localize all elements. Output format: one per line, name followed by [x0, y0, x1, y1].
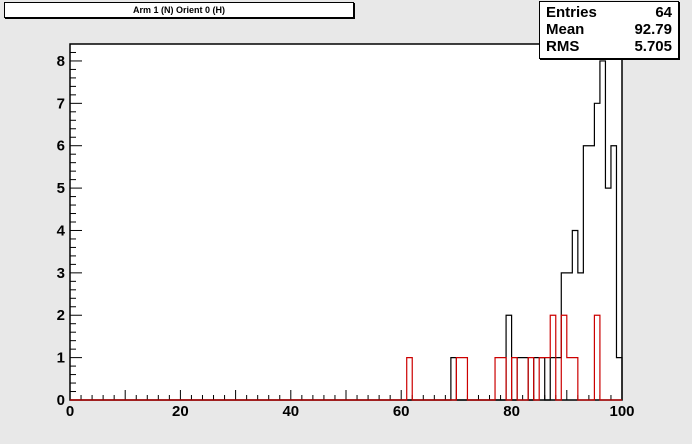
- y-tick-label: 1: [57, 350, 65, 367]
- histogram-bin: [561, 315, 567, 400]
- histogram-bin: [545, 358, 551, 400]
- stat-entries-label: Entries: [546, 4, 597, 21]
- stat-entries: Entries 64: [546, 4, 672, 22]
- histogram-bin: [523, 358, 529, 400]
- stat-rms: RMS 5.705: [546, 38, 672, 56]
- y-tick-label: 7: [57, 95, 65, 112]
- x-tick-label: 80: [503, 403, 520, 420]
- histogram-bin: [572, 358, 578, 400]
- histogram-bin: [583, 146, 589, 400]
- histogram-bin: [495, 358, 501, 400]
- y-tick-label: 0: [57, 392, 65, 409]
- histogram-bin: [512, 358, 518, 400]
- histogram-series-1: [70, 314, 622, 401]
- histogram-bin: [578, 273, 584, 400]
- stat-mean-value: 92.79: [634, 21, 672, 38]
- stat-rms-value: 5.705: [634, 38, 672, 55]
- stat-entries-value: 64: [655, 4, 672, 21]
- x-tick-label: 40: [282, 403, 299, 420]
- histogram-bin: [589, 146, 595, 400]
- histogram-bin: [567, 358, 573, 400]
- x-tick-label: 0: [66, 403, 74, 420]
- x-tick-label: 20: [172, 403, 189, 420]
- stat-rms-label: RMS: [546, 38, 580, 55]
- histogram-bin: [528, 358, 534, 400]
- histogram-bin: [539, 358, 545, 400]
- histogram-bin: [462, 358, 468, 400]
- y-tick-label: 4: [57, 222, 66, 239]
- stats-box: Entries 64 Mean 92.79 RMS 5.705: [539, 1, 679, 59]
- histogram-title: Arm 1 (N) Orient 0 (H): [4, 2, 354, 18]
- histogram-outline: [70, 314, 622, 401]
- histogram-bin: [600, 61, 606, 400]
- histogram-bin: [501, 358, 507, 400]
- histogram-bin: [611, 146, 617, 400]
- x-tick-label: 100: [609, 403, 634, 420]
- histogram-bin: [594, 315, 600, 400]
- histogram-bin: [616, 358, 622, 400]
- y-tick-label: 2: [57, 307, 65, 324]
- x-tick-label: 60: [393, 403, 410, 420]
- histogram-bin: [534, 358, 540, 400]
- histogram-series: [70, 60, 623, 401]
- stat-mean-label: Mean: [546, 21, 585, 38]
- y-tick-label: 3: [57, 265, 65, 282]
- y-tick-label: 6: [57, 138, 65, 155]
- tick-labels: 0 20 40 60 80 100 0 1 2 3 4 5 6 7 8: [57, 53, 635, 420]
- histogram-bin: [407, 358, 413, 400]
- y-tick-label: 8: [57, 53, 65, 70]
- histogram-bin: [556, 358, 562, 400]
- stat-mean: Mean 92.79: [546, 21, 672, 39]
- histogram-bin: [517, 358, 523, 400]
- y-tick-label: 5: [57, 180, 65, 197]
- histogram-bin: [451, 358, 457, 400]
- plot-frame: [69, 43, 623, 401]
- histogram-bin: [550, 315, 556, 400]
- histogram-bin: [456, 358, 462, 400]
- histogram-bin: [506, 315, 512, 400]
- histogram-bin: [605, 188, 611, 400]
- axis-ticks: [69, 43, 623, 401]
